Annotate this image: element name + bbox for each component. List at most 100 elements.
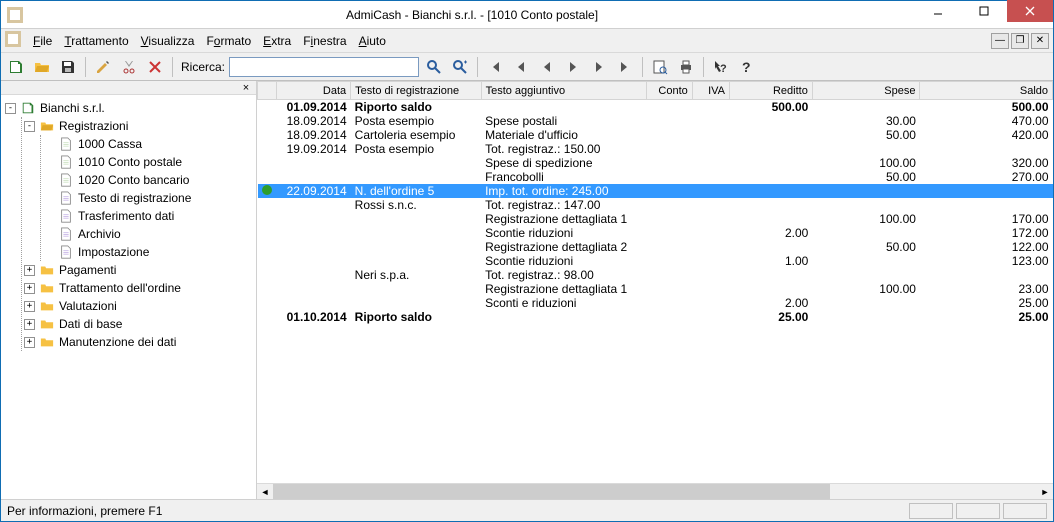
table-row[interactable]: Registrazione dettagliata 1 100.00 170.0… [258,212,1053,226]
doc-icon [58,155,74,169]
sidebar: × - Bianchi s.r.l. - [1,81,257,499]
col-agg[interactable]: Testo aggiuntivo [481,82,647,100]
col-iva[interactable]: IVA [692,82,729,100]
scroll-thumb[interactable] [273,484,830,499]
tree-expander[interactable]: + [24,301,35,312]
search-label: Ricerca: [181,60,225,74]
row-marker-icon [262,185,272,195]
tree-root-label[interactable]: Bianchi s.r.l. [40,101,105,115]
table-row[interactable]: Scontie riduzioni 1.00 123.00 [258,254,1053,268]
menu-finestra[interactable]: Finestra [297,32,352,50]
tree-item[interactable]: 1010 Conto postale [78,155,182,169]
save-button[interactable] [57,56,79,78]
context-help-button[interactable] [710,56,732,78]
col-spese[interactable]: Spese [812,82,920,100]
nav-play-button[interactable] [536,56,558,78]
doc-icon [58,245,74,259]
sidebar-close-icon[interactable]: × [240,82,252,94]
tree-expander[interactable]: - [24,121,35,132]
tree-registrazioni-label[interactable]: Registrazioni [59,119,128,133]
table-row[interactable]: 01.10.2014 Riporto saldo 25.00 25.00 [258,310,1053,324]
search-button[interactable] [423,56,445,78]
menu-file[interactable]: File [27,32,58,50]
table-row[interactable]: 01.09.2014 Riporto saldo 500.00 500.00 [258,100,1053,115]
open-folder-button[interactable] [31,56,53,78]
menu-formato[interactable]: Formato [200,32,257,50]
maximize-button[interactable] [961,0,1007,22]
mdi-restore-button[interactable]: ❐ [1011,33,1029,49]
mdi-minimize-button[interactable]: — [991,33,1009,49]
delete-button[interactable] [144,56,166,78]
nav-prev-button[interactable] [510,56,532,78]
app-icon [1,7,29,23]
col-conto[interactable]: Conto [647,82,693,100]
scroll-right-icon[interactable]: ► [1037,484,1053,499]
status-cell [909,503,953,519]
horizontal-scrollbar[interactable]: ◄ ► [257,483,1053,499]
tree-expander[interactable]: + [24,283,35,294]
tree-item[interactable]: 1000 Cassa [78,137,142,151]
menu-trattamento[interactable]: Trattamento [58,32,134,50]
menu-extra[interactable]: Extra [257,32,297,50]
tree-item[interactable]: Archivio [78,227,121,241]
tree-item[interactable]: Impostazione [78,245,149,259]
mdi-close-button[interactable]: ✕ [1031,33,1049,49]
tree-expander[interactable]: + [24,265,35,276]
table-row[interactable]: 18.09.2014 Cartoleria esempio Materiale … [258,128,1053,142]
edit-button[interactable] [92,56,114,78]
col-saldo[interactable]: Saldo [920,82,1053,100]
tree-item[interactable]: Trattamento dell'ordine [59,281,181,295]
tree-item[interactable]: Trasferimento dati [78,209,174,223]
folder-icon [39,299,55,313]
tree-expander[interactable]: + [24,337,35,348]
table-row[interactable]: Rossi s.n.c. Tot. registraz.: 147.00 [258,198,1053,212]
tree-item[interactable]: Dati di base [59,317,122,331]
app-window: AdmiCash - Bianchi s.r.l. - [1010 Conto … [0,0,1054,522]
tree-expander[interactable]: - [5,103,16,114]
table-row[interactable]: Spese di spedizione 100.00 320.00 [258,156,1053,170]
table-row[interactable]: Scontie riduzioni 2.00 172.00 [258,226,1053,240]
col-reditto[interactable]: Reditto [730,82,813,100]
tree-item[interactable]: Pagamenti [59,263,116,277]
grid-panel: Data Testo di registrazione Testo aggiun… [257,81,1053,499]
table-row[interactable]: Registrazione dettagliata 1 100.00 23.00 [258,282,1053,296]
tree-item[interactable]: Testo di registrazione [78,191,191,205]
tree-item[interactable]: Manutenzione dei dati [59,335,176,349]
nav-next-button[interactable] [562,56,584,78]
table-row[interactable]: Francobolli 50.00 270.00 [258,170,1053,184]
open-book-button[interactable] [5,56,27,78]
close-button[interactable] [1007,0,1053,22]
table-row[interactable]: Registrazione dettagliata 2 50.00 122.00 [258,240,1053,254]
main-area: × - Bianchi s.r.l. - [1,81,1053,499]
print-button[interactable] [675,56,697,78]
table-row[interactable]: Sconti e riduzioni 2.00 25.00 [258,296,1053,310]
cut-button[interactable] [118,56,140,78]
tree-item[interactable]: Valutazioni [59,299,117,313]
col-marker[interactable] [258,82,277,100]
nav-fwd-button[interactable] [588,56,610,78]
minimize-button[interactable] [915,0,961,22]
scroll-left-icon[interactable]: ◄ [257,484,273,499]
menu-aiuto[interactable]: Aiuto [353,32,392,50]
table-row[interactable]: 19.09.2014 Posta esempio Tot. registraz.… [258,142,1053,156]
tree-view[interactable]: - Bianchi s.r.l. - Registrazioni [1,95,256,499]
tree-expander[interactable]: + [24,319,35,330]
tree-item[interactable]: 1020 Conto bancario [78,173,189,187]
menu-visualizza[interactable]: Visualizza [135,32,201,50]
nav-first-button[interactable] [484,56,506,78]
col-data[interactable]: Data [276,82,351,100]
folder-open-icon [39,119,55,133]
help-button[interactable] [736,56,758,78]
search-next-button[interactable] [449,56,471,78]
search-input[interactable] [229,57,419,77]
preview-button[interactable] [649,56,671,78]
table-row[interactable]: 18.09.2014 Posta esempio Spese postali 3… [258,114,1053,128]
col-testo[interactable]: Testo di registrazione [351,82,481,100]
registrations-table: Data Testo di registrazione Testo aggiun… [257,81,1053,324]
statusbar-cells [909,503,1047,519]
table-header-row[interactable]: Data Testo di registrazione Testo aggiun… [258,82,1053,100]
nav-last-button[interactable] [614,56,636,78]
folder-icon [39,281,55,295]
table-row[interactable]: 22.09.2014 N. dell'ordine 5 Imp. tot. or… [258,184,1053,198]
table-row[interactable]: Neri s.p.a. Tot. registraz.: 98.00 [258,268,1053,282]
